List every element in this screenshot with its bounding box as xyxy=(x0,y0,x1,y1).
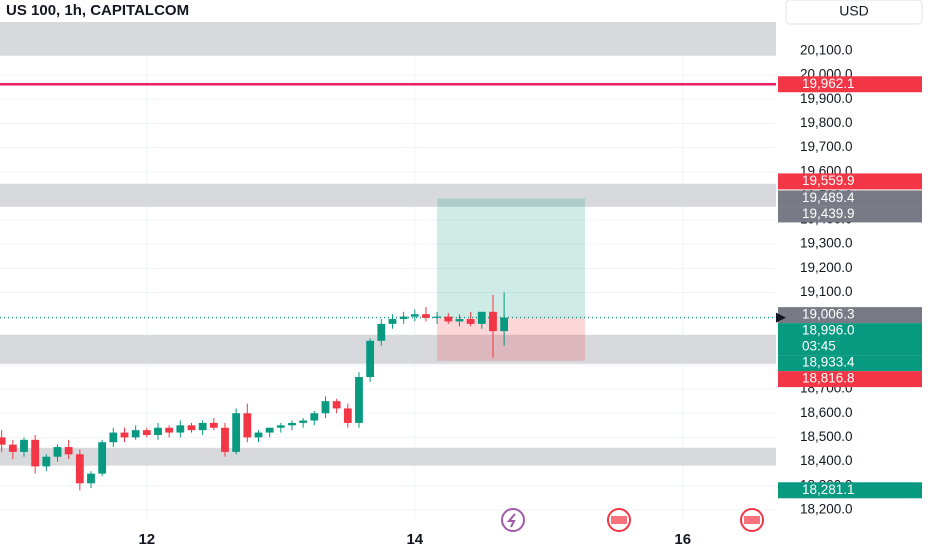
candle-body xyxy=(477,311,486,324)
zone xyxy=(0,183,776,207)
candle-body xyxy=(321,401,330,414)
price-label-bg xyxy=(778,323,922,356)
candle-body xyxy=(276,425,285,428)
y-tick-label: 18,600.0 xyxy=(800,405,853,420)
price-label-bg xyxy=(778,76,922,93)
y-tick-label: 18,400.0 xyxy=(800,453,853,468)
price-label: 19,006.3 xyxy=(802,307,855,322)
price-label-bg xyxy=(778,482,922,499)
countdown: 03:45 xyxy=(802,339,836,354)
candle-body xyxy=(399,316,408,320)
candle-body xyxy=(243,413,252,438)
candle-body xyxy=(444,316,453,322)
candle-body xyxy=(455,319,464,322)
candle-body xyxy=(410,314,419,317)
candle-body xyxy=(332,401,341,409)
candle-body xyxy=(187,425,196,431)
chart-title: US 100, 1h, CAPITALCOM xyxy=(6,2,189,19)
candle-body xyxy=(433,316,442,318)
candle-body xyxy=(466,319,475,324)
price-label: 19,962.1 xyxy=(802,76,855,91)
candle-body xyxy=(500,317,509,332)
x-tick-label: 14 xyxy=(406,531,423,548)
candle-body xyxy=(0,437,6,445)
price-label: 19,439.9 xyxy=(802,206,855,221)
candle-body xyxy=(20,439,28,452)
candle-body xyxy=(388,319,397,324)
y-tick-label: 18,200.0 xyxy=(800,501,853,516)
candle-body xyxy=(98,442,107,474)
y-tick-label: 18,500.0 xyxy=(800,429,853,444)
candle-body xyxy=(377,323,386,341)
candle-body xyxy=(154,427,162,435)
candle-body xyxy=(254,432,263,438)
candle-body xyxy=(265,427,274,433)
lightning xyxy=(506,513,516,528)
x-tick-label: 16 xyxy=(674,531,691,548)
plot-area xyxy=(0,0,776,520)
last-price-marker xyxy=(776,312,786,323)
flag xyxy=(611,516,627,524)
price-label: 18,996.0 xyxy=(802,323,855,338)
candle-body xyxy=(366,340,375,378)
price-label-bg xyxy=(778,190,922,207)
y-tick-label: 20,100.0 xyxy=(800,43,853,58)
candle-body xyxy=(142,430,151,435)
price-label: 19,559.9 xyxy=(802,173,855,188)
candle-body xyxy=(299,420,308,423)
flag xyxy=(744,516,760,524)
currency-button[interactable] xyxy=(785,0,923,25)
price-label-bg xyxy=(778,371,922,388)
y-tick-label: 19,800.0 xyxy=(800,115,853,130)
candle-body xyxy=(209,422,218,428)
zone xyxy=(0,447,776,466)
price-label-bg xyxy=(778,173,922,190)
candle-body xyxy=(8,444,17,452)
price-axis: 18,200.018,300.018,400.018,500.018,600.0… xyxy=(776,43,922,516)
y-tick-label: 19,900.0 xyxy=(800,91,853,106)
price-label-bg xyxy=(778,307,922,324)
price-label-bg xyxy=(778,206,922,223)
price-label: 18,816.8 xyxy=(802,371,855,386)
zone xyxy=(0,21,776,56)
candle-body xyxy=(131,430,140,438)
candle-body xyxy=(87,473,95,484)
price-label: 18,933.4 xyxy=(802,355,855,370)
zone xyxy=(0,334,776,364)
candle-body xyxy=(198,422,207,431)
candle-body xyxy=(165,427,174,433)
candle-body xyxy=(489,311,497,332)
price-label-bg xyxy=(778,355,922,372)
y-tick-label: 19,100.0 xyxy=(800,284,853,299)
loss-zone xyxy=(437,317,586,361)
candle-body xyxy=(31,439,40,467)
candle-body xyxy=(422,314,430,318)
candle-body xyxy=(343,408,352,423)
candle-body xyxy=(75,454,84,484)
x-tick-label: 12 xyxy=(138,531,155,548)
currency-label: USD xyxy=(839,3,869,19)
candle-body xyxy=(64,447,73,455)
y-tick-label: 19,300.0 xyxy=(800,236,853,251)
candle-body xyxy=(53,447,62,457)
price-label: 19,489.4 xyxy=(802,190,855,205)
profit-zone xyxy=(437,198,586,318)
candle-body xyxy=(120,432,129,438)
price-label: 18,281.1 xyxy=(802,482,855,497)
event-icons xyxy=(501,508,764,532)
candle-body xyxy=(176,425,185,433)
candle-body xyxy=(288,422,296,426)
candle-body xyxy=(42,456,51,467)
candle-body xyxy=(221,427,229,452)
candle-body xyxy=(310,413,319,421)
header xyxy=(0,0,776,21)
candle-body xyxy=(109,432,118,443)
y-tick-label: 19,700.0 xyxy=(800,139,853,154)
candle-body xyxy=(355,377,363,423)
candle-body xyxy=(232,413,241,452)
y-tick-label: 19,200.0 xyxy=(800,260,853,275)
